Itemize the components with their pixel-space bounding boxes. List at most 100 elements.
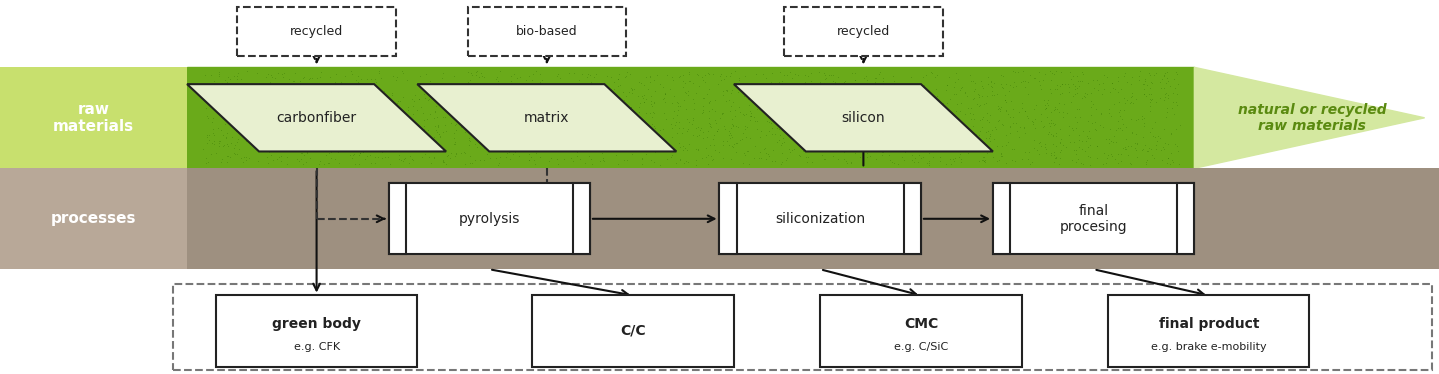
Point [410, 141, 433, 147]
Point [1153, 73, 1176, 79]
Point [803, 142, 826, 148]
Point [393, 156, 416, 162]
Point [532, 84, 555, 90]
Point [364, 102, 387, 108]
Point [921, 154, 944, 160]
Point [1071, 78, 1094, 84]
Point [758, 119, 781, 125]
Point [971, 124, 994, 130]
Point [918, 160, 941, 166]
Point [1040, 70, 1063, 76]
Point [458, 137, 481, 143]
Point [1016, 79, 1039, 85]
Point [758, 80, 781, 86]
Point [1101, 80, 1124, 86]
Point [291, 98, 314, 104]
Point [540, 155, 563, 161]
Point [581, 94, 604, 99]
Point [899, 128, 922, 134]
Point [813, 156, 836, 162]
Point [826, 146, 849, 152]
Point [721, 143, 744, 149]
Point [525, 106, 548, 112]
Point [1160, 157, 1183, 163]
Point [1134, 159, 1157, 165]
Point [508, 85, 531, 91]
Point [671, 129, 694, 135]
Point [298, 77, 321, 83]
Point [1153, 97, 1176, 103]
Point [452, 149, 475, 155]
Polygon shape [417, 84, 676, 151]
Point [229, 94, 252, 99]
Point [983, 124, 1006, 130]
Point [229, 93, 252, 99]
Point [325, 119, 348, 125]
Point [578, 156, 602, 162]
Point [856, 88, 879, 94]
Point [1166, 99, 1189, 105]
Point [882, 121, 905, 127]
Point [265, 123, 288, 129]
Point [262, 83, 285, 89]
Point [947, 76, 970, 82]
Point [573, 93, 596, 99]
Point [848, 122, 871, 128]
Point [832, 105, 855, 111]
Point [489, 136, 512, 142]
Point [551, 123, 574, 129]
Point [1164, 85, 1187, 91]
Point [401, 157, 425, 163]
Point [619, 130, 642, 136]
Point [863, 124, 886, 130]
Point [394, 139, 417, 145]
Point [1114, 144, 1137, 150]
Point [309, 104, 332, 110]
Point [325, 113, 348, 119]
Point [835, 158, 858, 164]
Point [295, 149, 318, 155]
Point [327, 102, 350, 108]
Point [463, 141, 486, 147]
Point [783, 89, 806, 95]
Point [440, 108, 463, 114]
Point [645, 134, 668, 140]
Point [481, 118, 504, 124]
Point [463, 88, 486, 94]
Point [889, 121, 912, 127]
Point [558, 93, 581, 99]
Point [858, 122, 881, 128]
Point [737, 96, 760, 102]
Point [1022, 121, 1045, 127]
Point [616, 69, 639, 75]
Point [642, 142, 665, 148]
Point [1058, 132, 1081, 138]
Point [1143, 72, 1166, 78]
Point [855, 99, 878, 105]
FancyBboxPatch shape [389, 183, 406, 254]
Point [348, 161, 371, 167]
Point [754, 75, 777, 81]
Point [639, 110, 662, 116]
Point [986, 158, 1009, 164]
Point [912, 74, 935, 80]
Point [865, 92, 888, 98]
Point [751, 71, 774, 77]
Point [548, 74, 571, 80]
Point [612, 105, 635, 111]
Point [770, 150, 793, 156]
Point [502, 117, 525, 123]
Text: recycled: recycled [836, 25, 891, 38]
Point [600, 127, 623, 133]
Point [309, 69, 332, 75]
Point [728, 109, 751, 115]
Point [586, 105, 609, 111]
Point [669, 156, 692, 162]
Point [276, 108, 299, 114]
Text: final
procesing: final procesing [1061, 204, 1127, 234]
Point [902, 107, 925, 113]
Point [835, 110, 858, 116]
Point [1010, 100, 1033, 106]
Point [613, 74, 636, 80]
Point [453, 113, 476, 119]
